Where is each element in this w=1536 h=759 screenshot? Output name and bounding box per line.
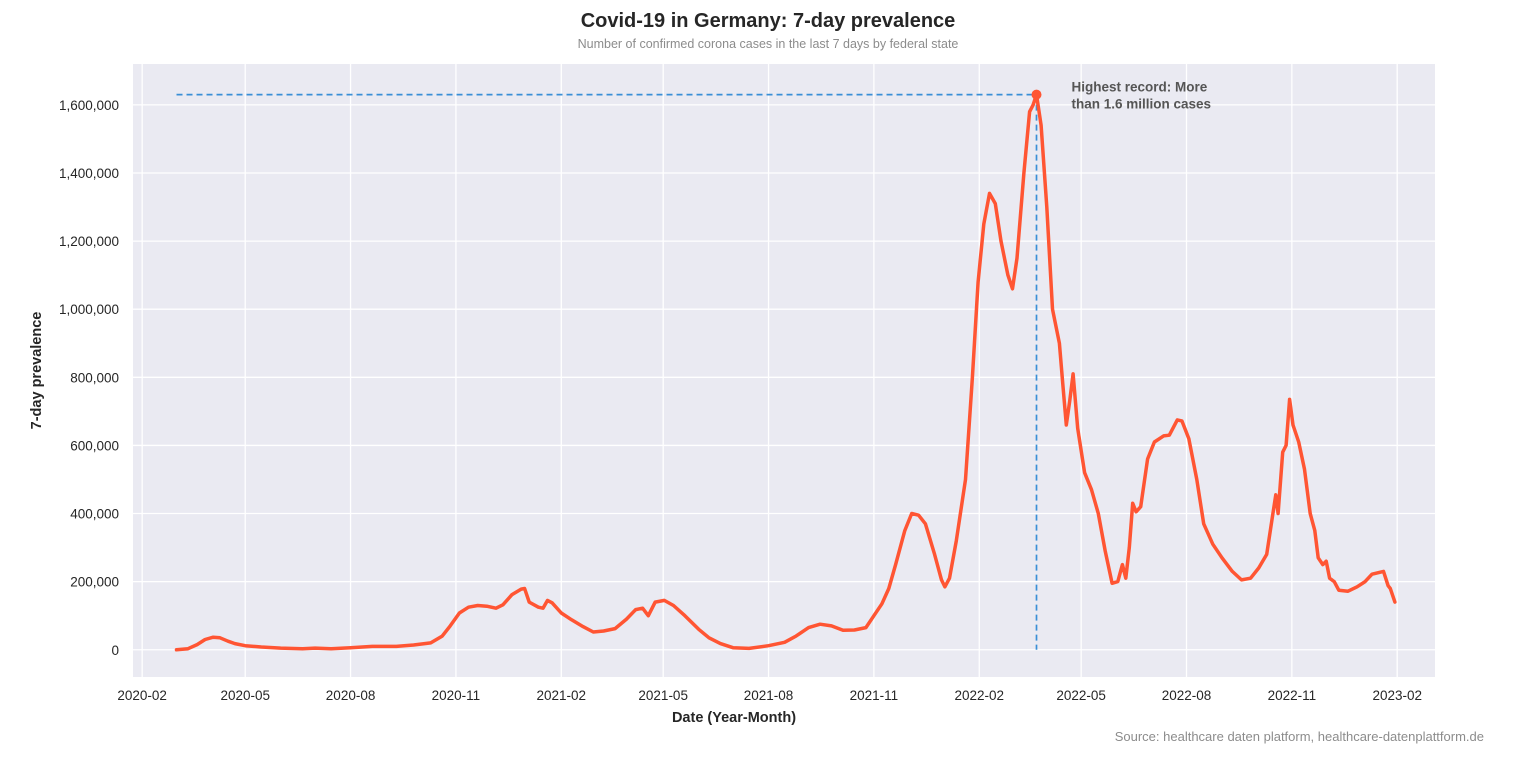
y-tick-label: 1,400,000	[59, 166, 119, 181]
x-tick-label: 2021-05	[638, 688, 688, 703]
chart-subtitle: Number of confirmed corona cases in the …	[577, 37, 959, 51]
y-tick-label: 1,600,000	[59, 98, 119, 113]
y-tick-label: 400,000	[70, 507, 119, 522]
x-tick-label: 2021-02	[537, 688, 587, 703]
x-tick-label: 2023-02	[1372, 688, 1422, 703]
y-tick-label: 1,200,000	[59, 234, 119, 249]
plot-background	[133, 64, 1435, 677]
y-tick-label: 800,000	[70, 370, 119, 385]
peak-annotation: Highest record: More	[1071, 80, 1207, 95]
y-tick-label: 200,000	[70, 575, 119, 590]
x-tick-label: 2022-05	[1056, 688, 1106, 703]
peak-marker	[1031, 89, 1042, 100]
y-tick-label: 1,000,000	[59, 302, 119, 317]
x-tick-label: 2020-11	[432, 688, 481, 703]
x-tick-label: 2022-08	[1162, 688, 1212, 703]
series-line	[174, 92, 1397, 652]
x-tick-label: 2021-08	[744, 688, 794, 703]
x-tick-label: 2020-02	[117, 688, 167, 703]
source-note: Source: healthcare daten platform, healt…	[1114, 729, 1484, 744]
y-tick-label: 600,000	[70, 438, 119, 453]
y-axis-title: 7-day prevalence	[29, 312, 45, 430]
chart-title: Covid-19 in Germany: 7-day prevalence	[580, 10, 956, 32]
y-tick-label: 0	[111, 643, 119, 658]
x-tick-label: 2022-02	[954, 688, 1004, 703]
x-tick-label: 2020-08	[326, 688, 376, 703]
x-tick-label: 2020-05	[220, 688, 270, 703]
x-axis-title: Date (Year-Month)	[672, 710, 796, 726]
x-tick-label: 2021-11	[850, 688, 899, 703]
peak-annotation: than 1.6 million cases	[1071, 97, 1211, 112]
x-tick-label: 2022-11	[1268, 688, 1317, 703]
